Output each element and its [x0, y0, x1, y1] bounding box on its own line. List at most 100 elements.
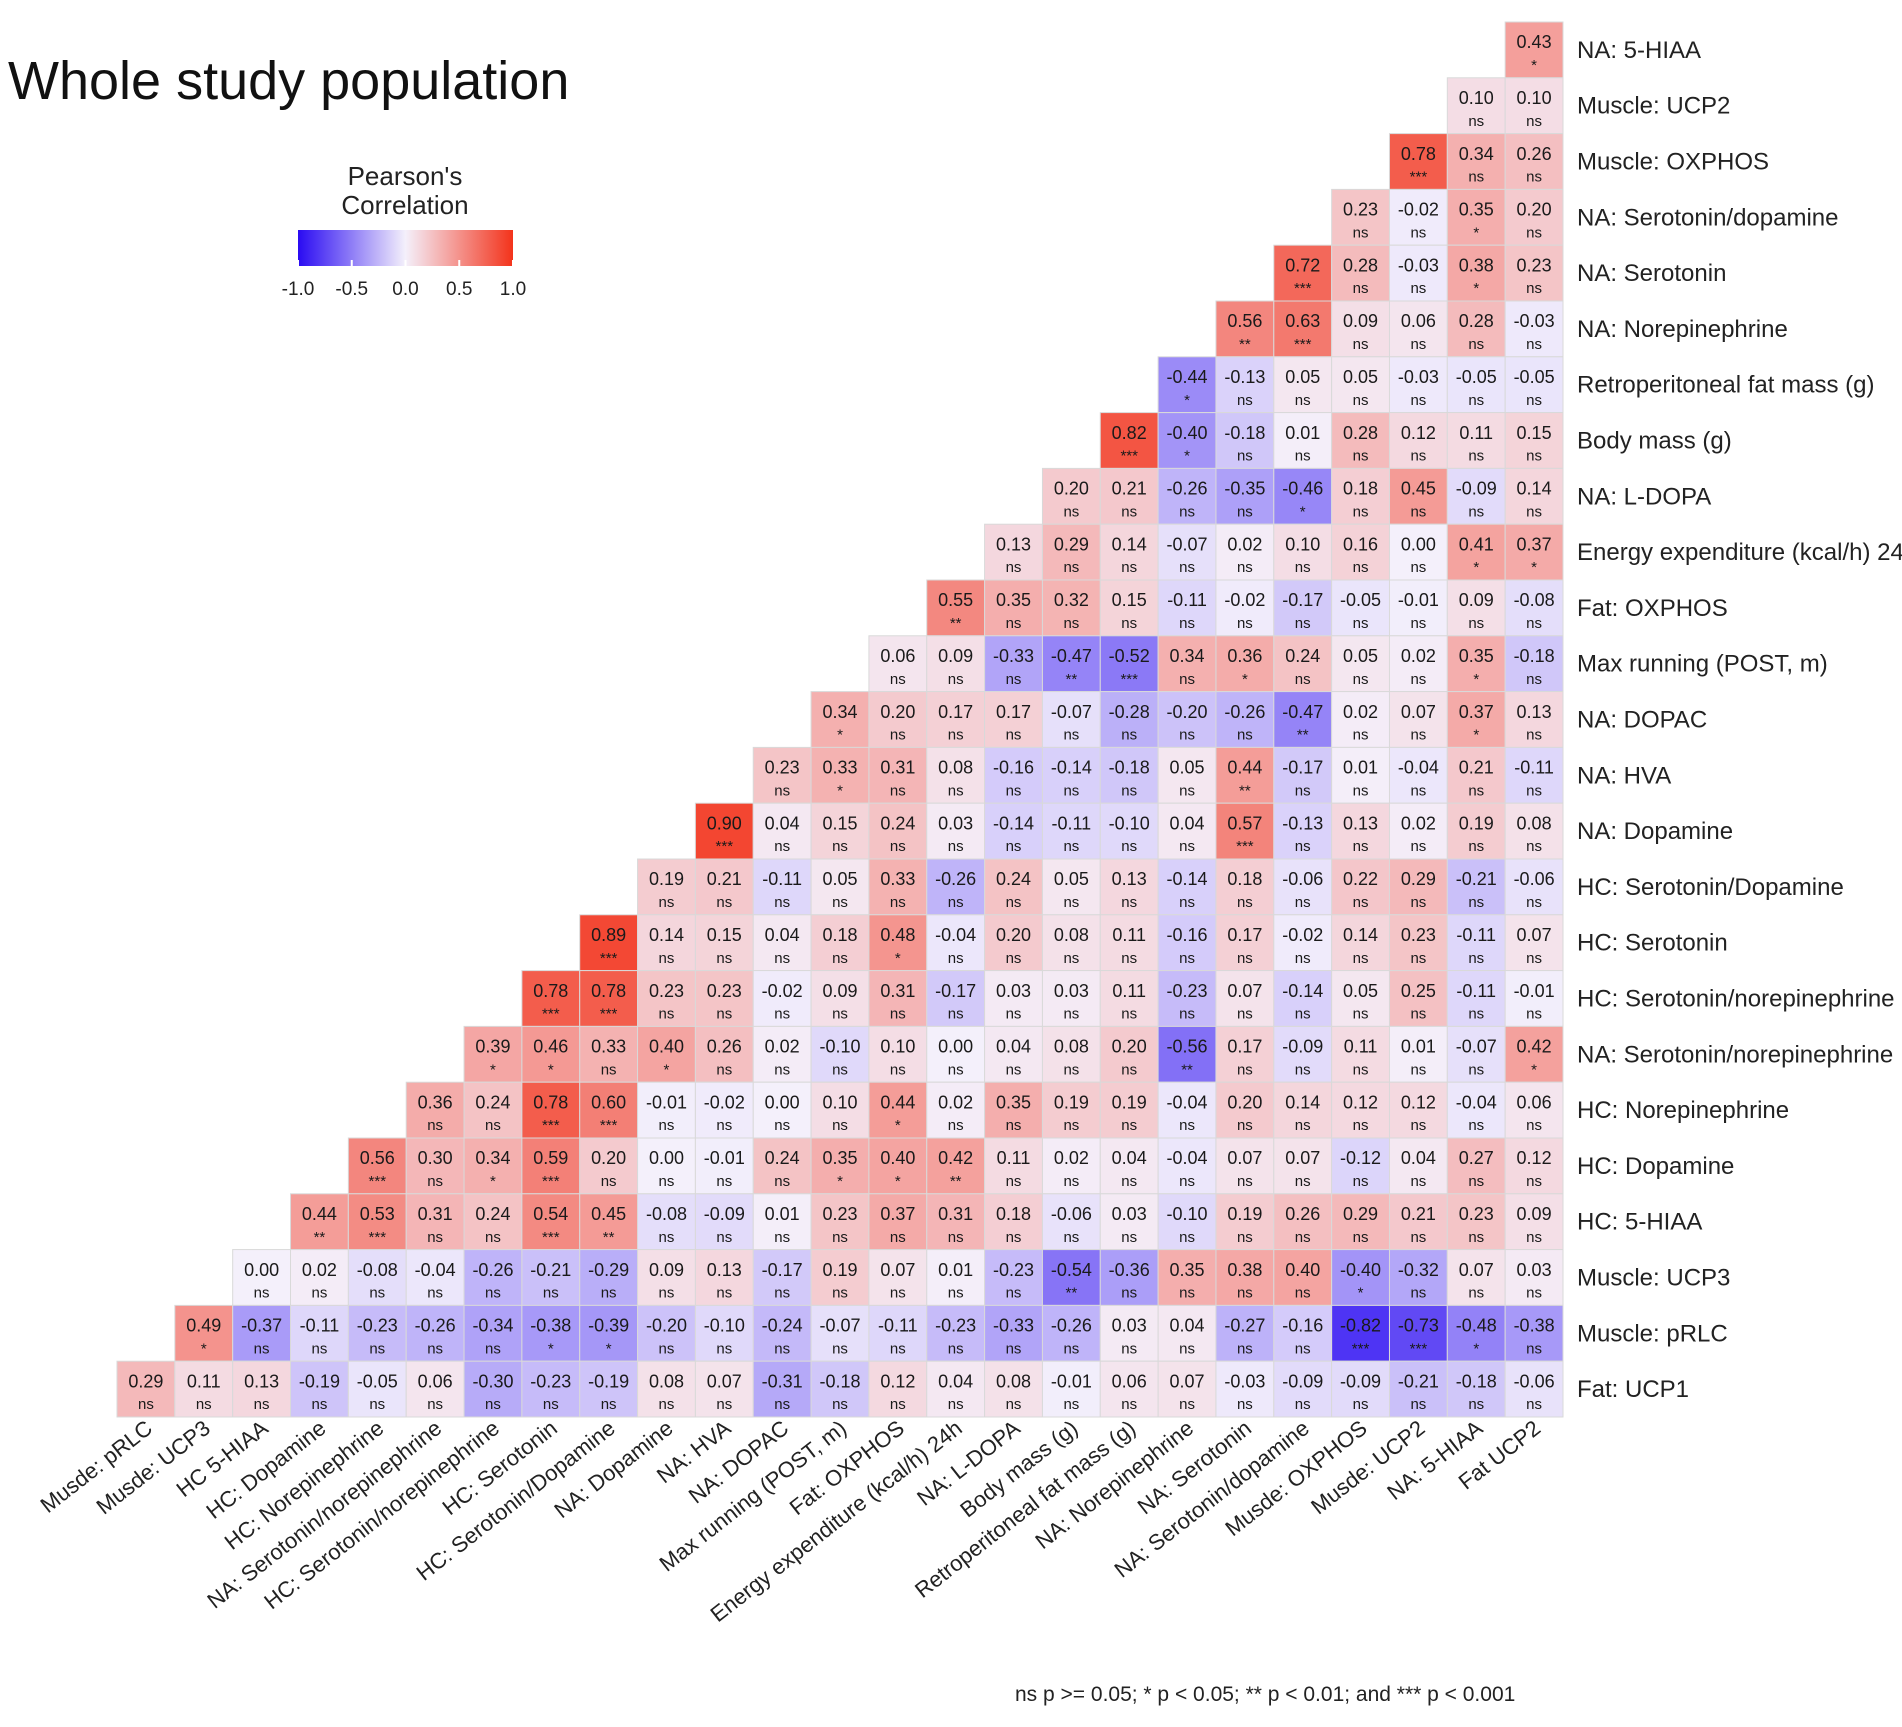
cell-value: 0.78 — [1401, 144, 1436, 164]
cell-fill — [405, 1137, 465, 1195]
cell-significance: ns — [1410, 1229, 1426, 1246]
heatmap-cell: -0.18 ns — [1446, 1360, 1506, 1418]
heatmap-cell: -0.82 *** — [1331, 1304, 1390, 1362]
cell-value: -0.46 — [1282, 479, 1323, 499]
row-label: NA: Dopamine — [1577, 818, 1733, 845]
cell-significance: ns — [1237, 448, 1253, 465]
cell-significance: ns — [1121, 1117, 1137, 1134]
row-label: HC: Serotonin/Dopamine — [1577, 874, 1844, 901]
cell-significance: ns — [1237, 392, 1253, 409]
cell-fill — [1388, 802, 1448, 860]
cell-significance: * — [895, 1173, 901, 1190]
cell-fill — [752, 1081, 812, 1139]
cell-significance: ns — [1353, 1173, 1369, 1190]
cell-significance: ns — [1295, 392, 1311, 409]
cell-fill — [1504, 1360, 1564, 1418]
heatmap-cell: 0.29 ns — [1331, 1193, 1390, 1251]
cell-fill — [984, 523, 1043, 581]
cell-significance: ns — [1468, 113, 1484, 130]
heatmap-cell: -0.10 ns — [810, 1025, 870, 1083]
heatmap-cell: -0.04 ns — [1157, 1081, 1217, 1139]
cell-significance: ns — [1353, 224, 1369, 241]
row-label: HC: Serotonin — [1577, 930, 1728, 957]
cell-value: 0.04 — [1170, 1316, 1205, 1336]
cell-significance: ns — [1410, 894, 1426, 911]
cell-value: -0.01 — [704, 1148, 745, 1168]
cell-fill — [984, 1360, 1043, 1418]
row-label: HC: Dopamine — [1577, 1153, 1734, 1180]
heatmap-cell: 0.00 ns — [926, 1025, 986, 1083]
heatmap-cell: 0.00 ns — [752, 1081, 812, 1139]
cell-significance: *** — [1236, 838, 1254, 855]
heatmap-cell: 0.00 ns — [1388, 523, 1448, 581]
cell-significance: * — [1473, 224, 1479, 241]
heatmap-cell: -0.14 ns — [1041, 746, 1101, 804]
heatmap-cell: 0.26 ns — [1504, 133, 1564, 190]
cell-value: -0.18 — [1456, 1371, 1497, 1391]
cell-value: -0.06 — [1514, 1371, 1555, 1391]
cell-fill — [1446, 1081, 1506, 1139]
cell-significance: ns — [832, 950, 848, 967]
cell-value: -0.09 — [1340, 1371, 1381, 1391]
heatmap-cell: 0.06 ns — [1504, 1081, 1564, 1139]
cell-significance: ns — [1179, 503, 1195, 520]
cell-value: 0.78 — [591, 981, 626, 1001]
cell-significance: ** — [1066, 671, 1078, 688]
cell-value: -0.08 — [1514, 590, 1555, 610]
cell-significance: ns — [1526, 894, 1542, 911]
cell-significance: ns — [1526, 448, 1542, 465]
cell-significance: ns — [1179, 782, 1195, 799]
heatmap-cell: -0.17 ns — [1273, 579, 1333, 637]
heatmap-cell: 0.04 ns — [752, 802, 812, 860]
cell-fill — [926, 635, 986, 693]
cell-fill — [984, 746, 1043, 804]
cell-fill — [1041, 1081, 1101, 1139]
heatmap-cell: 0.35 ns — [984, 579, 1043, 637]
cell-fill — [1504, 188, 1564, 246]
cell-fill — [984, 802, 1043, 860]
cell-significance: ns — [1006, 1285, 1022, 1302]
cell-significance: ns — [1179, 838, 1195, 855]
heatmap-cell: 0.40 ns — [1273, 1249, 1333, 1306]
cell-value: -0.26 — [935, 869, 976, 889]
heatmap-cell: 0.21 ns — [1446, 746, 1506, 804]
heatmap-cell: -0.17 ns — [752, 1249, 812, 1306]
heatmap-cell: -0.08 ns — [347, 1249, 407, 1306]
cell-significance: ns — [1526, 1285, 1542, 1302]
cell-value: -0.09 — [1282, 1371, 1323, 1391]
cell-fill — [1331, 1025, 1390, 1083]
heatmap-cell: 0.35 ns — [1157, 1249, 1217, 1306]
heatmap-cell: 0.11 ns — [984, 1137, 1043, 1195]
cell-value: 0.07 — [707, 1371, 742, 1391]
cell-significance: ns — [601, 1285, 617, 1302]
cell-value: 0.04 — [1170, 813, 1205, 833]
cell-significance: ns — [1179, 1396, 1195, 1413]
heatmap-cell: -0.26 ns — [405, 1304, 465, 1362]
cell-significance: ns — [774, 1061, 790, 1078]
cell-significance: ns — [485, 1396, 501, 1413]
cell-value: -0.05 — [1514, 367, 1555, 387]
cell-significance: ns — [890, 1006, 906, 1023]
heatmap-cell: -0.47 ** — [1273, 691, 1333, 748]
cell-value: -0.11 — [1167, 590, 1207, 610]
heatmap-cell: 0.20 ns — [1099, 1025, 1159, 1083]
cell-significance: ns — [1295, 950, 1311, 967]
cell-value: 0.27 — [1459, 1148, 1494, 1168]
cell-fill — [1388, 523, 1448, 581]
heatmap-cell: 0.16 ns — [1331, 523, 1390, 581]
cell-significance: ns — [1237, 1340, 1253, 1357]
cell-significance: ns — [1526, 615, 1542, 632]
cell-fill — [1331, 1193, 1390, 1251]
cell-value: -0.48 — [1456, 1316, 1497, 1336]
heatmap-cell: -0.18 ns — [1215, 412, 1275, 469]
cell-significance: ns — [1121, 615, 1137, 632]
cell-significance: ns — [1468, 1396, 1484, 1413]
heatmap-cell: 0.42 ** — [926, 1137, 986, 1195]
cell-significance: ns — [1063, 1229, 1079, 1246]
cell-value: 0.28 — [1459, 311, 1494, 331]
cell-fill — [637, 1360, 696, 1418]
cell-fill — [463, 1137, 523, 1195]
cell-significance: ns — [832, 1396, 848, 1413]
cell-value: 0.05 — [1343, 367, 1378, 387]
cell-significance: ns — [1295, 1006, 1311, 1023]
